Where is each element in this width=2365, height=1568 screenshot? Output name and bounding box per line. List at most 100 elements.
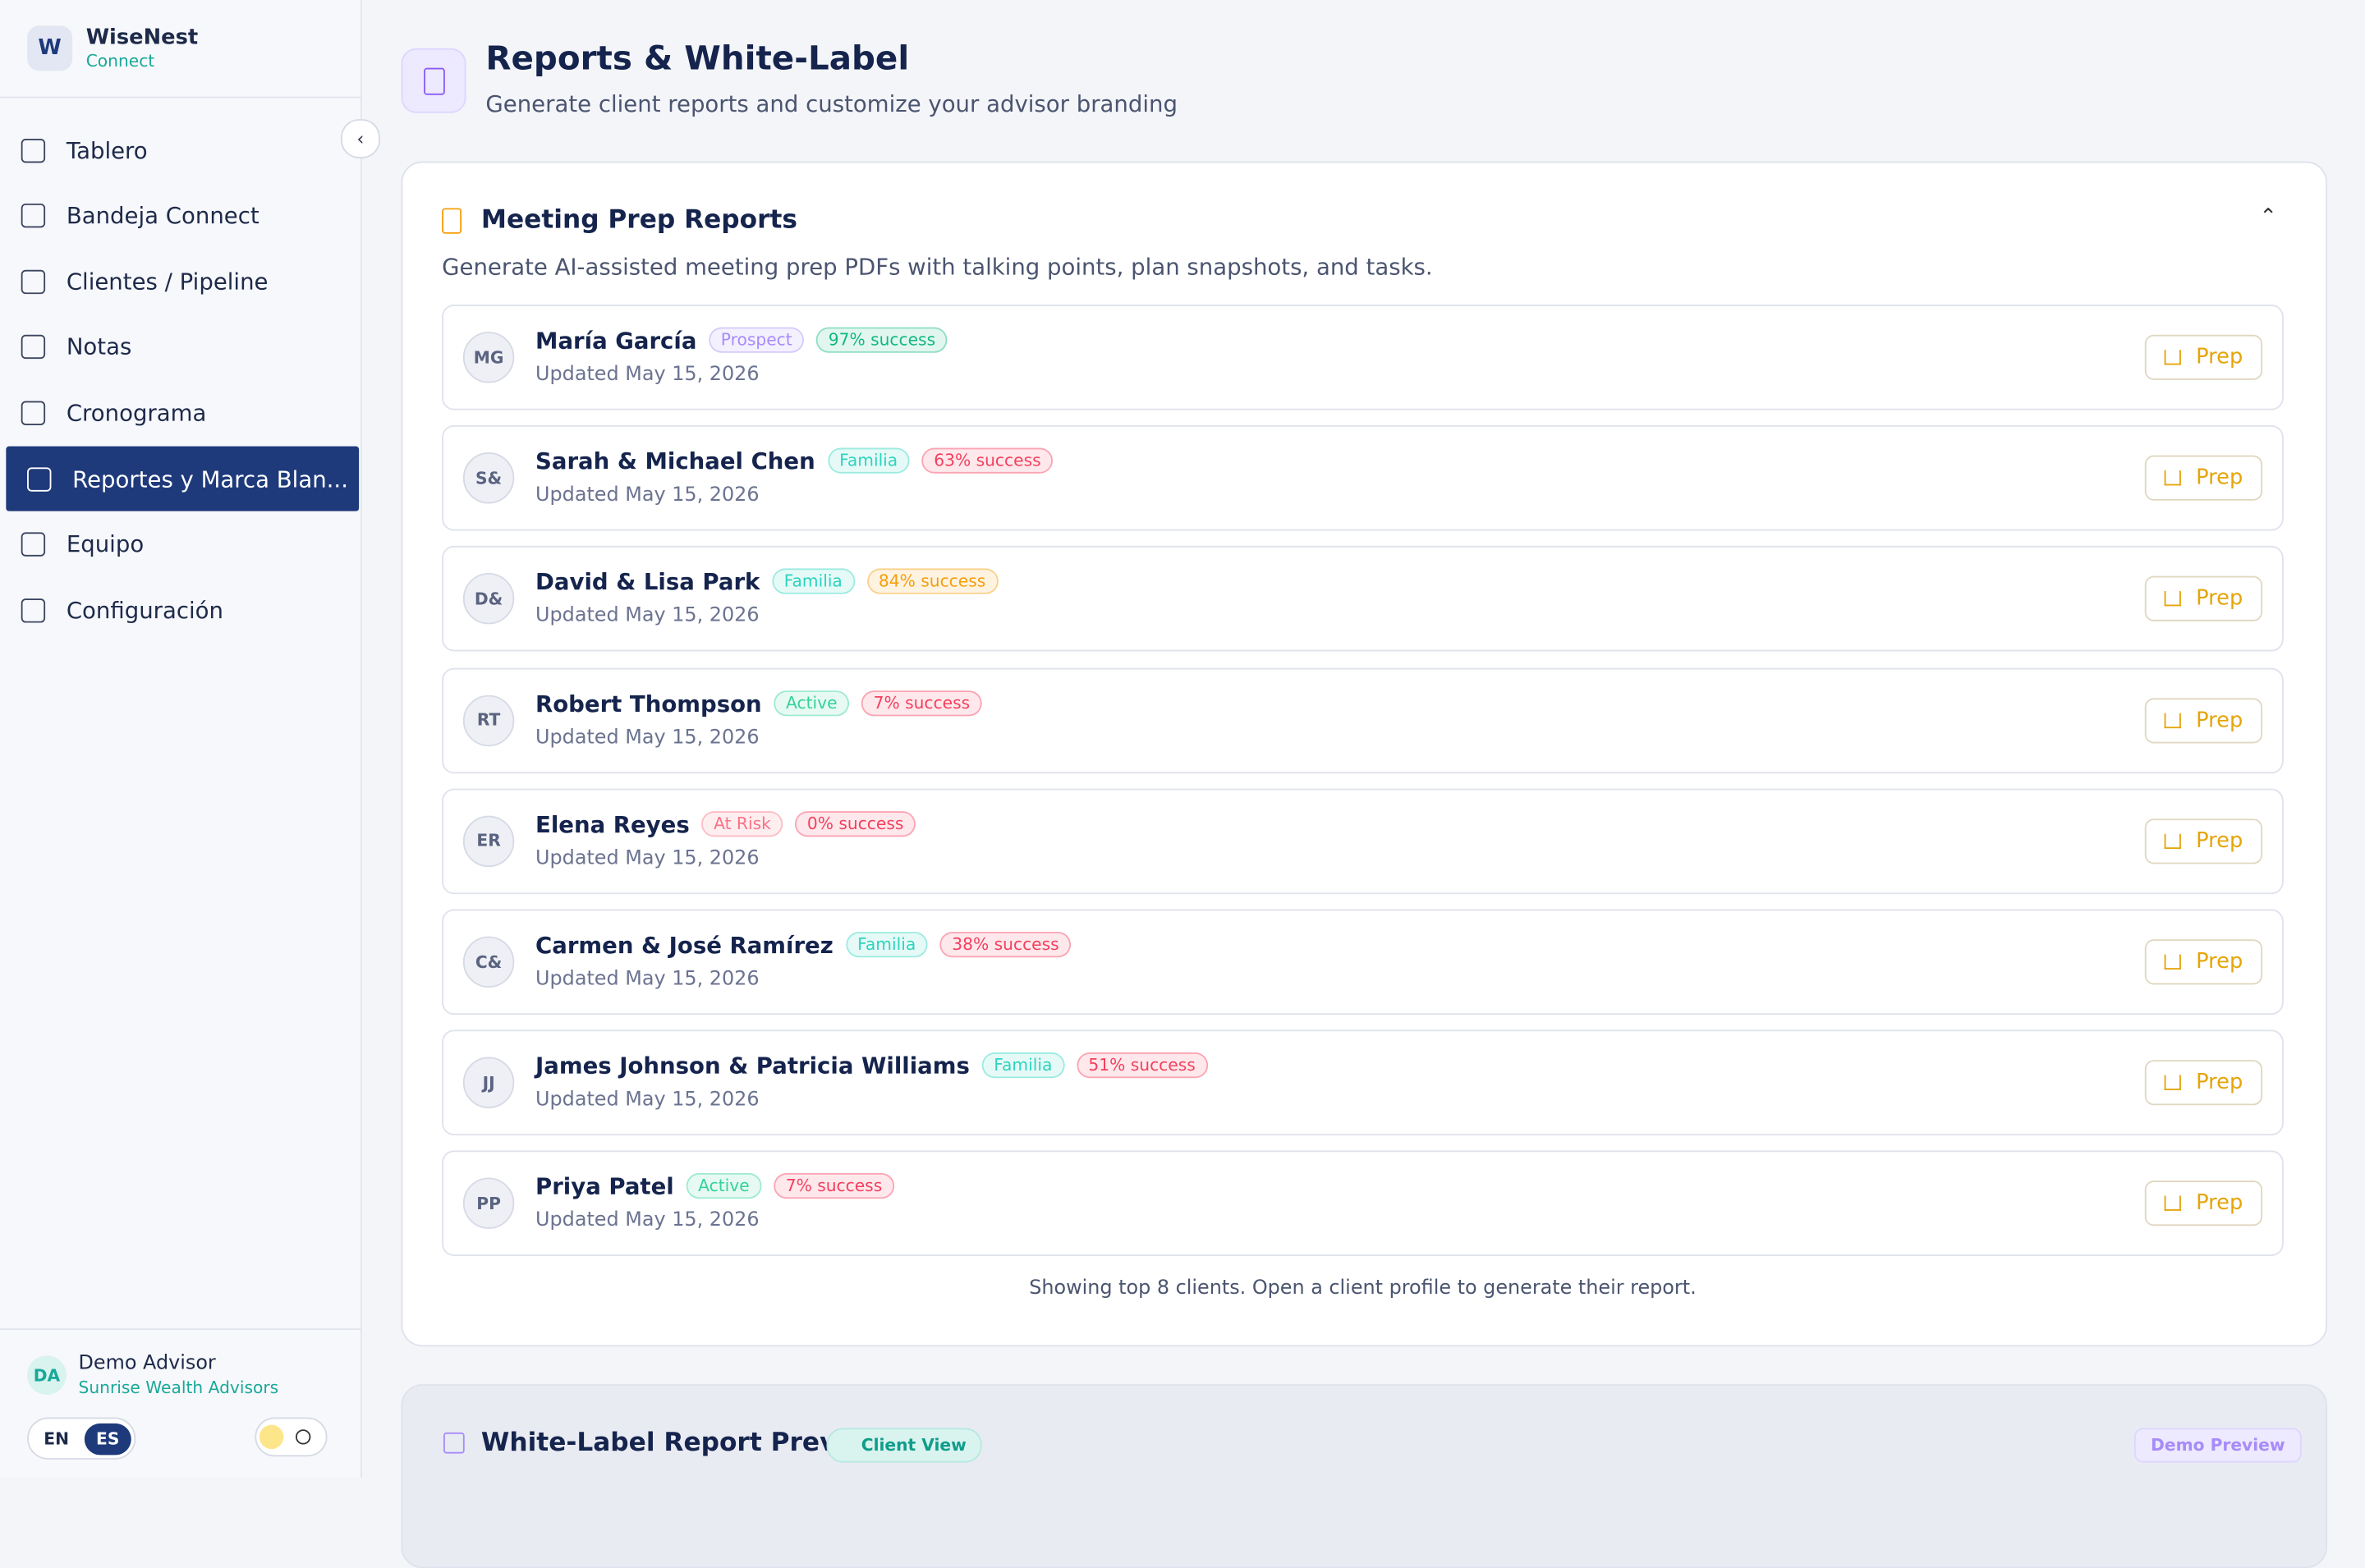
nav-label[interactable]: Notas [66, 333, 132, 361]
nav-label[interactable]: Bandeja Connect [66, 202, 259, 230]
prep-label[interactable]: Prep [2196, 708, 2243, 732]
moon-icon[interactable] [295, 1429, 311, 1445]
lang-es[interactable]: ES [84, 1422, 132, 1455]
nav-item[interactable]: Tablero [6, 117, 359, 182]
preview-icon [443, 1432, 465, 1454]
theme-toggle[interactable] [255, 1417, 328, 1457]
prep-button[interactable]: Prep [2144, 576, 2263, 622]
client-name: Priya Patel [535, 1173, 674, 1201]
download-icon[interactable] [2164, 591, 2181, 607]
success-badge: 7% success [774, 1173, 894, 1199]
brand-sub: Connect [85, 51, 155, 71]
client-line: Elena Reyes At Risk 0% success [535, 809, 916, 838]
lang-toggle[interactable]: EN ES [27, 1417, 136, 1460]
status-badge: At Risk [701, 810, 783, 837]
prep-button[interactable]: Prep [2144, 1060, 2263, 1106]
nav-icon[interactable] [21, 204, 46, 228]
prep-label[interactable]: Prep [2196, 950, 2243, 974]
doc-icon [442, 208, 462, 234]
client-line: Robert Thompson Active 7% success [535, 689, 982, 718]
client-avatar: ER [462, 815, 515, 867]
nav-icon[interactable] [21, 401, 46, 425]
status-badge: Familia [827, 447, 910, 475]
nav-item[interactable]: Configuración [6, 578, 359, 643]
report-row: JJ James Johnson & Patricia Williams Famil… [442, 1029, 2284, 1136]
sidebar: W WiseNest Connect DA Demo Advisor Sunri… [0, 0, 362, 1478]
collapse-card[interactable]: ⌃ [2259, 204, 2277, 230]
status-badge: Familia [772, 569, 855, 595]
nav-label[interactable]: Reportes y Marca Blan... [72, 465, 348, 493]
report-row: S& Sarah & Michael Chen Familia 63% success… [442, 425, 2284, 531]
client-name: James Johnson & Patricia Williams [535, 1052, 970, 1080]
client-avatar: S& [462, 452, 515, 504]
download-icon[interactable] [2164, 1075, 2181, 1091]
success-badge: 84% success [866, 569, 998, 595]
nav-icon[interactable] [21, 269, 46, 294]
nav-label[interactable]: Equipo [66, 530, 145, 558]
icon [423, 66, 444, 94]
client-name: María García [535, 327, 697, 355]
report-row: RT Robert Thompson Active 7% success Updated… [442, 667, 2284, 773]
collapse-button[interactable]: ‹ [341, 119, 380, 158]
preview-card [401, 1384, 2328, 1568]
nav-label[interactable]: Cronograma [66, 399, 207, 427]
client-avatar: RT [462, 694, 515, 746]
download-icon[interactable] [2164, 350, 2181, 365]
prep-button[interactable]: Prep [2144, 334, 2263, 380]
prep-button[interactable]: Prep [2144, 939, 2263, 985]
nav-item[interactable]: Clientes / Pipeline [6, 249, 359, 314]
card-title: Meeting Prep Reports [480, 204, 798, 236]
nav-label[interactable]: Tablero [66, 136, 148, 164]
client-line: David & Lisa Park Familia 84% success [535, 567, 998, 596]
divider [0, 1328, 360, 1330]
download-icon[interactable] [2164, 1196, 2181, 1212]
success-badge: 0% success [795, 810, 916, 837]
status-badge: Active [774, 690, 850, 716]
client-line: Carmen & José Ramírez Familia 38% success [535, 930, 1072, 959]
client-avatar: D& [462, 573, 515, 626]
nav-item[interactable]: Cronograma [6, 381, 359, 446]
prep-label[interactable]: Prep [2196, 465, 2243, 491]
prep-label[interactable]: Prep [2196, 345, 2243, 369]
nav-label[interactable]: Configuración [66, 596, 224, 624]
prep-button[interactable]: Prep [2144, 818, 2263, 864]
user-org: Sunrise Wealth Advisors [78, 1378, 279, 1398]
download-icon[interactable] [2164, 713, 2181, 728]
nav-icon[interactable] [21, 335, 46, 360]
report-row: MG María García Prospect 97% success Updated… [442, 305, 2284, 410]
nav-icon[interactable] [21, 598, 46, 622]
prep-button[interactable]: Prep [2144, 697, 2263, 743]
nav-icon[interactable] [21, 138, 46, 163]
client-name: David & Lisa Park [535, 569, 760, 597]
download-icon[interactable] [2164, 954, 2181, 970]
success-badge: 97% success [816, 327, 948, 353]
success-badge: 63% success [921, 447, 1054, 475]
prep-label[interactable]: Prep [2196, 587, 2243, 612]
download-icon[interactable] [2164, 470, 2181, 486]
demo-badge: Demo Preview [2133, 1428, 2302, 1463]
user-avatar: DA [27, 1355, 67, 1395]
nav-item[interactable]: Equipo [6, 512, 359, 577]
prep-button[interactable]: Prep [2144, 456, 2263, 502]
nav-icon[interactable] [21, 532, 46, 557]
updated-date: Updated May 15, 2026 [535, 1209, 760, 1233]
client-avatar: PP [462, 1178, 515, 1230]
page-subtitle: Generate client reports and customize yo… [485, 90, 1178, 118]
prep-button[interactable]: Prep [2144, 1181, 2263, 1226]
updated-date: Updated May 15, 2026 [535, 726, 760, 750]
nav-item[interactable]: Notas [6, 314, 359, 379]
nav-icon[interactable] [27, 466, 52, 491]
prep-label[interactable]: Prep [2196, 1191, 2243, 1217]
nav-item[interactable]: Reportes y Marca Blan... [6, 446, 360, 511]
prep-label[interactable]: Prep [2196, 828, 2243, 854]
prep-label[interactable]: Prep [2196, 1071, 2243, 1095]
nav-item[interactable]: Bandeja Connect [6, 183, 359, 248]
sun-icon[interactable] [259, 1424, 284, 1450]
nav-label[interactable]: Clientes / Pipeline [66, 268, 269, 296]
lang-en[interactable]: EN [44, 1428, 70, 1449]
download-icon[interactable] [2164, 833, 2181, 849]
success-badge: 7% success [861, 690, 982, 716]
client-line: Priya Patel Active 7% success [535, 1172, 894, 1201]
updated-date: Updated May 15, 2026 [535, 605, 760, 628]
